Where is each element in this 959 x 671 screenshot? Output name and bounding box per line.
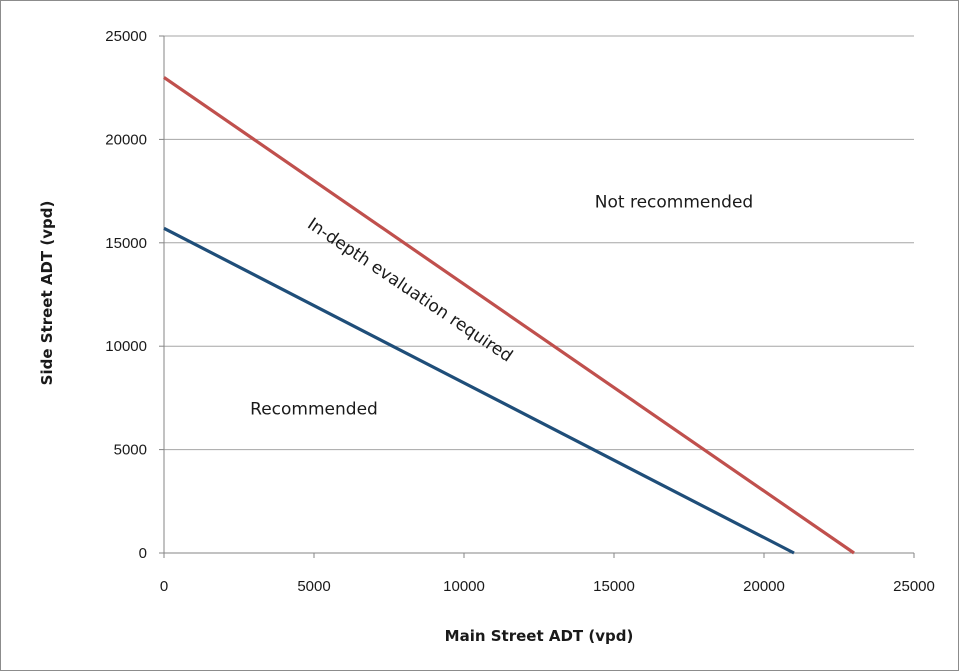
y-tick-label: 5000 — [114, 442, 147, 459]
x-tick-label: 20000 — [743, 578, 785, 595]
y-tick-label: 15000 — [105, 235, 147, 252]
x-tick-label: 15000 — [593, 578, 635, 595]
x-tick-label: 25000 — [893, 578, 935, 595]
y-tick-label: 0 — [139, 545, 147, 562]
series-line-0 — [163, 76, 855, 555]
region-annotations: Not recommended In-depth evaluation requi… — [250, 193, 753, 420]
series-line-1 — [163, 226, 795, 555]
x-tick-label: 10000 — [443, 578, 485, 595]
x-tick-label: 5000 — [297, 578, 330, 595]
gridlines — [164, 35, 914, 451]
annotation-in-depth: In-depth evaluation required — [304, 214, 517, 366]
y-tick-label: 10000 — [105, 338, 147, 355]
y-axis-title: Side Street ADT (vpd) — [38, 201, 56, 386]
y-tick-label: 20000 — [105, 131, 147, 148]
tick-labels: 0 5000 10000 15000 20000 25000 0 5000 10000 15000… — [105, 28, 935, 595]
axes — [159, 35, 915, 558]
annotation-not-recommended: Not recommended — [595, 193, 753, 213]
x-tick-label: 0 — [160, 578, 168, 595]
annotation-recommended: Recommended — [250, 399, 378, 419]
series-lines — [163, 76, 855, 555]
x-axis-title: Main Street ADT (vpd) — [445, 627, 634, 645]
y-tick-label: 25000 — [105, 28, 147, 45]
